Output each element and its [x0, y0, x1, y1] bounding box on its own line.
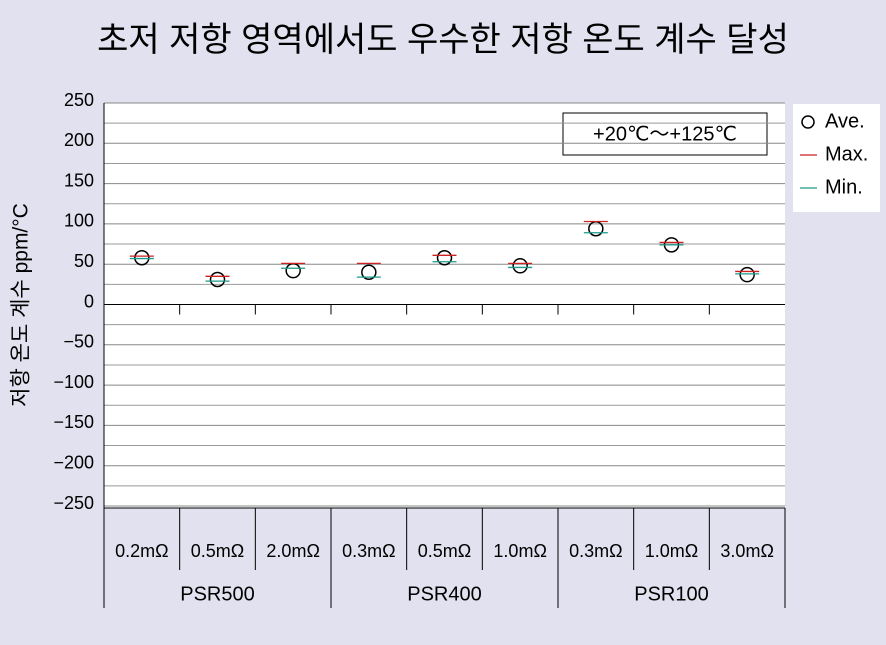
group-label: PSR400 [407, 583, 482, 605]
y-tick-label: −100 [53, 372, 94, 392]
group-label: PSR500 [180, 583, 255, 605]
x-tick-label: 0.3mΩ [342, 541, 395, 561]
y-tick-label: 50 [74, 251, 94, 271]
y-tick-label: −50 [63, 332, 94, 352]
x-tick-label: 1.0mΩ [493, 541, 546, 561]
x-tick-label: 0.2mΩ [115, 541, 168, 561]
x-tick-label: 1.0mΩ [645, 541, 698, 561]
ave-marker [512, 258, 528, 274]
x-tick-label: 0.3mΩ [569, 541, 622, 561]
legend-label: Min. [825, 176, 863, 198]
y-tick-label: 250 [64, 90, 94, 110]
y-tick-label: 100 [64, 211, 94, 231]
ave-marker [361, 264, 377, 281]
y-tick-label: −250 [53, 493, 94, 513]
x-tick-label: 3.0mΩ [720, 541, 773, 561]
y-tick-label: 150 [64, 170, 94, 190]
annotation: +20℃～+125℃ [593, 123, 737, 145]
x-tick-label: 2.0mΩ [266, 541, 319, 561]
plot-area [104, 103, 785, 508]
y-tick-label: 0 [84, 291, 94, 311]
legend-label: Max. [825, 143, 868, 165]
ave-marker [739, 266, 755, 283]
y-axis-label: 저항 온도 계수 ppm/°C [10, 203, 33, 407]
ave-marker [209, 271, 226, 288]
y-tick-label: −150 [53, 412, 94, 432]
legend-box [793, 104, 880, 212]
y-tick-label: −200 [53, 452, 94, 472]
ave-marker [436, 250, 453, 266]
ave-marker [134, 250, 150, 266]
legend-marker [801, 115, 815, 129]
y-tick-label: 200 [64, 130, 94, 150]
chart-title: 초저 저항 영역에서도 우수한 저항 온도 계수 달성 [97, 21, 789, 59]
legend-label: Ave. [825, 110, 865, 132]
x-tick-label: 0.5mΩ [418, 541, 471, 561]
group-label: PSR100 [634, 583, 709, 605]
x-tick-label: 0.5mΩ [191, 541, 244, 561]
annotation-box [562, 112, 768, 156]
